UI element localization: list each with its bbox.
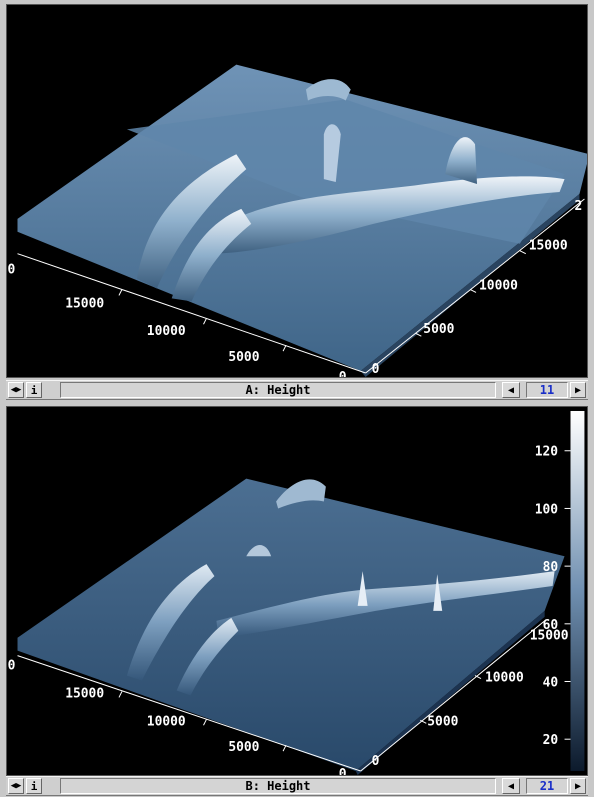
panel-a-surface-side <box>360 193 580 377</box>
panel-b-right-tick-label: 15000 <box>530 629 569 644</box>
panel-a-tick <box>519 250 526 255</box>
panel-a-right-tick-label: 10000 <box>479 278 518 293</box>
panel-a-axis-left <box>17 253 366 374</box>
panel-a-left-tick-label: 0 <box>339 370 347 377</box>
panel-b-colorbar <box>570 410 585 772</box>
panel-a-tick <box>118 289 123 296</box>
left-right-arrows-icon[interactable]: ◀▶ <box>8 382 24 398</box>
panel-a-peak-center <box>323 124 341 183</box>
panel-b-axis-left <box>17 655 361 772</box>
panel-b-ridge-mid <box>176 617 239 696</box>
panel-b-right-tick-label: 5000 <box>427 714 458 729</box>
panel-b-peak-center <box>246 545 272 557</box>
panel-b-colorbar-label: 40 <box>543 675 559 690</box>
panel-a-peak-right <box>445 137 478 185</box>
panel-b-left-tick-label: 0 <box>339 767 347 775</box>
panel-a-3d-view[interactable]: 0 15000 10000 5000 0 2 15000 10000 5000 … <box>6 4 588 378</box>
panel-b-axis-right <box>360 620 545 772</box>
panel-b-left-tick-label: 15000 <box>65 686 104 701</box>
panel-a-tick <box>469 289 477 293</box>
panel-b-surface-side <box>355 610 545 775</box>
panel-a-surface-plot[interactable]: 0 15000 10000 5000 0 2 15000 10000 5000 … <box>7 5 587 377</box>
panel-a-left-tick-label: 15000 <box>65 296 104 311</box>
panel-b-frame-number[interactable]: 21 <box>526 778 568 794</box>
panel-a-left-edge-label: 0 <box>8 263 16 278</box>
panel-b-tick <box>474 675 482 679</box>
panel-a-axis-right <box>365 198 585 374</box>
panel-b-toolbar: ◀▶ i B: Height ◀ 21 ▶ <box>6 776 588 796</box>
panel-b-colorbar-label: 60 <box>543 618 559 633</box>
panel-a-left-tick-label: 10000 <box>147 324 186 339</box>
panel-b-right-tick-label: 10000 <box>485 671 524 686</box>
panel-b-ridge-left <box>126 564 215 681</box>
panel-a-title: A: Height <box>60 382 496 398</box>
panel-a-toolbar: ◀▶ i A: Height ◀ 11 ▶ <box>6 380 588 400</box>
panel-b-tick <box>118 691 123 698</box>
panel-a-right-tick-label: 5000 <box>423 322 454 337</box>
panel-b-3d-view[interactable]: 0 15000 10000 5000 0 15000 10000 5000 0 … <box>6 406 588 776</box>
panel-b-tick <box>282 744 287 752</box>
panel-a-right-edge-label: 2 <box>575 199 583 214</box>
panel-a-peak-top <box>305 79 351 101</box>
panel-b-colorbar-label: 80 <box>543 560 559 575</box>
panel-b-colorbar-label: 120 <box>535 445 558 460</box>
triangle-left-icon[interactable]: ◀ <box>502 382 520 398</box>
panel-b-peak-top <box>276 479 326 509</box>
triangle-left-icon[interactable]: ◀ <box>502 778 520 794</box>
panel-b: 0 15000 10000 5000 0 15000 10000 5000 0 … <box>0 404 594 797</box>
panel-b-left-tick-label: 10000 <box>147 714 186 729</box>
triangle-right-icon[interactable]: ▶ <box>570 778 586 794</box>
panel-a-ridge-main <box>206 176 565 254</box>
panel-b-spike-1 <box>357 571 368 606</box>
panel-a-right-tick-label: 15000 <box>529 239 568 254</box>
panel-a-ridge-mid <box>171 208 252 302</box>
left-right-arrows-icon[interactable]: ◀▶ <box>8 778 24 794</box>
panel-b-tick <box>203 719 207 726</box>
panel-b-surface-plot[interactable]: 0 15000 10000 5000 0 15000 10000 5000 0 … <box>7 407 587 775</box>
panel-a-terrace <box>126 99 565 244</box>
info-button[interactable]: i <box>26 778 42 794</box>
panel-b-right-tick-label: 0 <box>372 754 380 769</box>
panel-a-frame-number[interactable]: 11 <box>526 382 568 398</box>
panel-b-spike-2 <box>433 574 443 611</box>
panel-b-colorbar-label: 100 <box>535 502 558 517</box>
panel-a-left-tick-label: 5000 <box>228 350 259 365</box>
panel-b-tick <box>420 719 427 724</box>
panel-a-right-tick-label: 0 <box>372 362 380 377</box>
panel-a-tick <box>415 332 422 337</box>
triangle-right-icon[interactable]: ▶ <box>570 382 586 398</box>
panel-a-tick <box>282 344 287 352</box>
info-button[interactable]: i <box>26 382 42 398</box>
panel-b-left-edge-label: 0 <box>8 659 16 674</box>
panel-b-title: B: Height <box>60 778 496 794</box>
panel-b-ridge-main <box>216 571 555 638</box>
panel-a: 0 15000 10000 5000 0 2 15000 10000 5000 … <box>6 4 588 400</box>
panel-a-tick <box>203 318 207 325</box>
panel-b-colorbar-label: 20 <box>543 733 559 748</box>
panel-a-ridge-left <box>136 154 247 289</box>
panel-b-left-tick-label: 5000 <box>228 740 259 755</box>
